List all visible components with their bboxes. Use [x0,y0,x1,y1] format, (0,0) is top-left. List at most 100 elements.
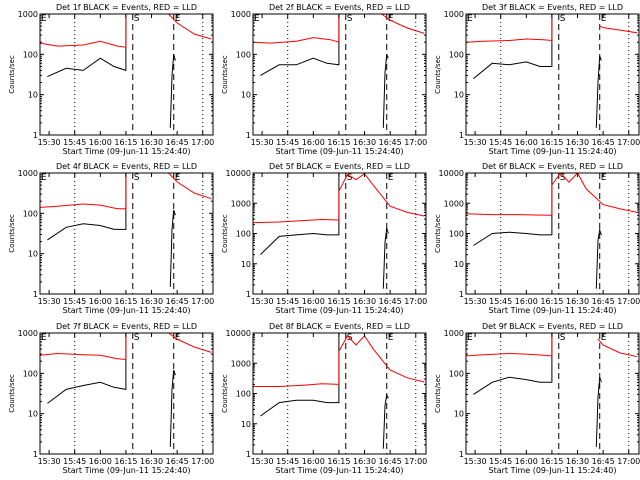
x-tick-label: 17:00 [404,297,427,306]
y-tick-label: 10 [28,250,38,259]
x-tick-label: 17:00 [404,457,427,466]
panel-title: Det 2f BLACK = Events, RED = LLD [269,3,410,12]
x-tick-label: 15:45 [276,457,299,466]
x-tick-label: 15:30 [251,457,274,466]
y-tick-label: 1 [246,290,251,299]
marker-label: E [175,333,181,343]
x-tick-label: 16:45 [592,457,615,466]
plot-frame [465,13,640,136]
x-tick-label: 16:00 [515,297,538,306]
x-axis-label: Start Time (09-Jun-11 15:24:40) [489,147,617,156]
x-tick-label: 16:15 [540,457,563,466]
plot-frame [252,13,427,136]
marker-label: E [175,14,181,24]
events-line [382,228,389,289]
y-tick-label: 100 [236,230,251,239]
x-tick-label: 15:30 [464,138,487,147]
x-tick-label: 16:15 [540,138,563,147]
marker-label: E [41,333,47,343]
x-tick-label: 16:15 [114,138,137,147]
events-line [382,54,389,128]
y-tick-label: 10 [28,410,38,419]
x-axis-label: Start Time (09-Jun-11 15:24:40) [276,147,404,156]
x-axis-label: Start Time (09-Jun-11 15:24:40) [276,466,404,475]
events-line [595,377,602,447]
series-group [466,173,638,289]
x-tick-label: 16:00 [302,138,325,147]
plot-frame [465,332,640,455]
y-tick-label: 1000 [231,199,251,208]
y-tick-label: 10 [454,260,464,269]
y-tick-label: 100 [23,209,38,218]
marker-label: E [467,14,473,24]
x-tick-label: 17:00 [617,457,640,466]
y-tick-label: 10 [241,420,251,429]
y-tick-label: 10000 [226,169,251,178]
x-tick-label: 16:45 [379,138,402,147]
y-tick-label: 1 [246,450,251,459]
events-line [595,228,602,289]
x-tick-label: 17:00 [191,297,214,306]
x-axis-label: Start Time (09-Jun-11 15:24:40) [489,466,617,475]
x-tick-label: 15:45 [489,457,512,466]
x-tick-label: 15:30 [251,138,274,147]
y-tick-label: 1000 [18,10,38,19]
x-tick-label: 16:30 [140,138,163,147]
y-tick-label: 1 [459,450,464,459]
y-axis-label: Counts/sec [221,374,229,413]
marker-label: E [175,173,181,183]
panel-2: Det 2f BLACK = Events, RED = LLD E S E 1 10 10… [221,3,427,156]
marker-label: E [388,14,394,24]
lld-line [466,173,638,216]
marker-label: S [560,333,566,343]
x-tick-label: 16:15 [327,138,350,147]
y-tick-label: 1000 [444,10,464,19]
lld-line [40,14,133,48]
panel-1: Det 1f BLACK = Events, RED = LLD E S E 1 10 10… [8,3,214,156]
y-axis-label: Counts/sec [221,214,229,253]
events-line [595,56,602,128]
x-tick-label: 16:45 [166,297,189,306]
series-group [40,333,212,447]
panel-7: Det 7f BLACK = Events, RED = LLD E S E 1 10 10… [8,322,214,475]
x-tick-label: 15:45 [63,138,86,147]
marker-label: E [601,173,607,183]
series-group [40,173,212,287]
events-line [473,14,559,79]
events-line [169,369,176,447]
x-tick-label: 16:15 [327,457,350,466]
lld-line [253,335,425,387]
panel-3: Det 3f BLACK = Events, RED = LLD E S E 1 10 10… [434,3,640,156]
x-tick-label: 16:30 [140,297,163,306]
lld-line [253,173,425,224]
x-tick-label: 16:15 [327,297,350,306]
y-axis-label: Counts/sec [434,214,442,253]
x-tick-label: 16:00 [89,138,112,147]
panel-6: Det 6f BLACK = Events, RED = LLD S E 1 10 100… [434,162,640,315]
x-tick-label: 16:00 [515,138,538,147]
x-tick-label: 16:00 [515,457,538,466]
y-axis-label: Counts/sec [8,214,16,253]
events-line [47,333,133,404]
marker-label: E [41,173,47,183]
series-group [466,14,638,128]
x-tick-label: 17:00 [617,297,640,306]
events-line [473,333,559,395]
x-tick-label: 16:30 [140,457,163,466]
marker-label: E [388,173,394,183]
y-tick-label: 1000 [444,329,464,338]
x-tick-label: 16:45 [592,138,615,147]
x-tick-label: 15:45 [489,297,512,306]
lld-line [466,14,559,43]
x-tick-label: 16:00 [302,297,325,306]
marker-label: E [41,14,47,24]
series-group [253,173,425,289]
x-tick-label: 15:45 [276,138,299,147]
plot-frame [252,172,427,295]
plot-frame [39,13,214,136]
x-axis-label: Start Time (09-Jun-11 15:24:40) [63,147,191,156]
lld-line [253,14,346,44]
y-tick-label: 1000 [18,169,38,178]
y-tick-label: 1000 [231,10,251,19]
